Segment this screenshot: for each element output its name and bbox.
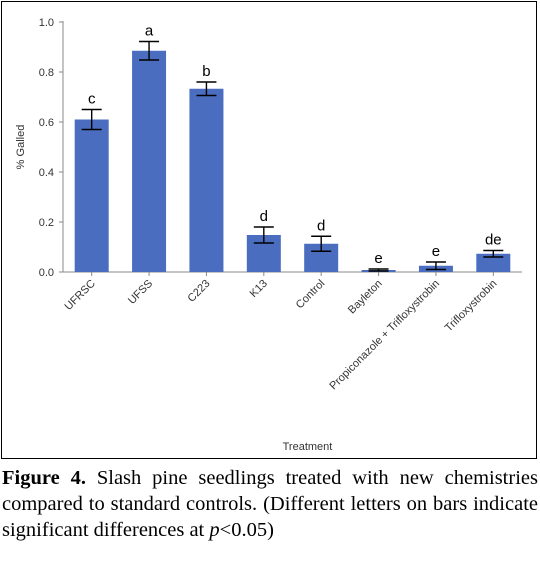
bar-chart: 0.0 0.2 0.4 0.6 0.8 1.0 % Galled c UFRSC a UFSS b C2…	[15, 17, 522, 453]
significance-letter: e	[374, 250, 382, 267]
significance-letter: d	[317, 217, 325, 234]
x-tick-label: Control	[294, 278, 328, 312]
bar	[476, 253, 511, 272]
p-value-symbol: p	[209, 519, 220, 541]
figure-label: Figure 4.	[2, 467, 86, 489]
caption-text: Slash pine seedlings treated with new ch…	[2, 467, 538, 541]
x-tick-label: UFSS	[126, 278, 155, 307]
significance-letter: c	[88, 91, 96, 108]
significance-letter: d	[260, 208, 268, 225]
y-tick-label: 0.2	[39, 217, 54, 229]
x-tick-label: K13	[248, 278, 270, 300]
p-value-threshold: <0.05)	[219, 519, 274, 541]
significance-letter: b	[202, 63, 210, 80]
significance-letter: de	[485, 232, 502, 249]
x-tick-label: UFRSC	[63, 278, 98, 313]
x-axis-title: Treatment	[283, 441, 333, 453]
figure-frame: 0.0 0.2 0.4 0.6 0.8 1.0 % Galled c UFRSC a UFSS b C2…	[1, 1, 537, 459]
y-tick-label: 0.6	[39, 117, 54, 129]
bar	[74, 119, 109, 272]
significance-letter: a	[145, 23, 154, 40]
bar	[189, 88, 224, 272]
y-tick-label: 1.0	[39, 17, 54, 29]
x-tick-label: Trifloxystrobin	[443, 278, 500, 335]
significance-letter: e	[432, 243, 440, 260]
y-tick-label: 0.0	[39, 267, 54, 279]
y-tick-label: 0.4	[39, 167, 54, 179]
figure-caption: Figure 4. Slash pine seedlings treated w…	[2, 465, 538, 543]
y-axis-title: % Galled	[15, 125, 27, 170]
bar	[132, 50, 167, 272]
x-tick-label: C223	[185, 278, 212, 305]
x-tick-label: Propiconazole + Trifloxystrobin	[327, 278, 442, 393]
y-tick-label: 0.8	[39, 67, 54, 79]
x-tick-label: Bayleton	[346, 278, 385, 317]
